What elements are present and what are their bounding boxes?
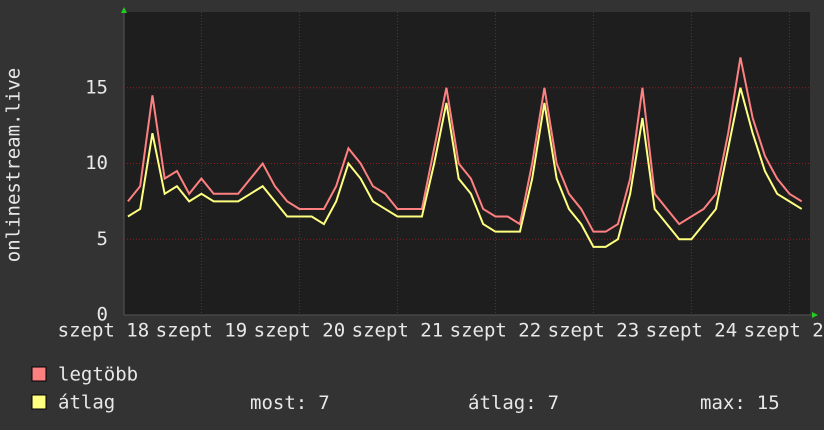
legend-swatch (31, 394, 47, 410)
stat: átlag: 7 (468, 392, 559, 414)
y-tick-label: 0 (97, 304, 108, 326)
x-tick-label: szept 21 (352, 320, 444, 342)
y-arrow (121, 7, 127, 13)
x-tick-label: szept 19 (156, 320, 248, 342)
y-tick-label: 10 (85, 152, 108, 174)
stat-label: most: (250, 392, 307, 414)
y-tick-label: 15 (85, 76, 108, 98)
stat-value: 7 (548, 392, 559, 414)
stat-value: 15 (757, 392, 780, 414)
y-axis-label: onlinestream.live (3, 68, 25, 262)
x-tick-label: szept 22 (450, 320, 542, 342)
series-line (127, 87, 803, 248)
series-line (127, 57, 803, 233)
stat: max: 15 (700, 392, 780, 414)
legend-swatch (31, 366, 47, 382)
legend-label: átlag (58, 392, 115, 414)
stat: most: 7 (250, 392, 330, 414)
x-tick-label: szept 18 (58, 320, 150, 342)
stat-label: átlag: (468, 392, 537, 414)
y-tick-label: 5 (97, 228, 108, 250)
x-tick-label: szept 25 (744, 320, 824, 342)
legend-label: legtöbb (58, 364, 138, 386)
x-arrow (812, 312, 818, 318)
x-tick-label: szept 20 (254, 320, 346, 342)
stat-label: max: (700, 392, 746, 414)
stat-value: 7 (318, 392, 329, 414)
x-tick-label: szept 23 (548, 320, 640, 342)
x-tick-label: szept 24 (646, 320, 738, 342)
